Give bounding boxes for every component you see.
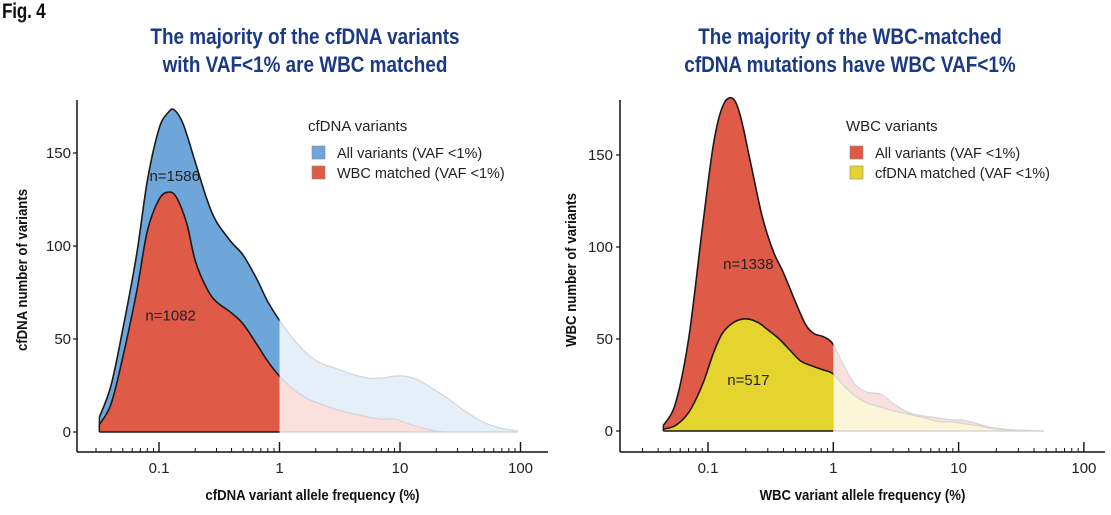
chart-title-line-1: The majority of the WBC-matched bbox=[698, 25, 1002, 50]
x-tick-label: 100 bbox=[508, 460, 533, 477]
legend-label: All variants (VAF <1%) bbox=[875, 146, 1020, 162]
legend-label: WBC matched (VAF <1%) bbox=[337, 166, 505, 182]
series-count-label-1: n=517 bbox=[727, 372, 769, 389]
y-tick-label: 150 bbox=[46, 145, 71, 162]
x-tick-label: 1 bbox=[829, 460, 837, 477]
y-tick-label: 0 bbox=[605, 423, 613, 440]
x-axis-title: cfDNA variant allele frequency (%) bbox=[205, 486, 419, 503]
legend-title: WBC variants bbox=[846, 118, 938, 135]
x-tick-label: 10 bbox=[392, 460, 409, 477]
series-faded-area-1 bbox=[279, 376, 448, 432]
series-area-1 bbox=[663, 318, 834, 431]
legend-swatch bbox=[311, 145, 326, 160]
legend-swatch bbox=[849, 145, 864, 160]
series-outline-1 bbox=[98, 191, 280, 426]
y-tick-label: 150 bbox=[588, 147, 613, 164]
series-faded-area-1 bbox=[833, 373, 1044, 431]
legend-title: cfDNA variants bbox=[308, 118, 407, 135]
series-outline-0 bbox=[662, 96, 834, 426]
x-axis-title: WBC variant allele frequency (%) bbox=[760, 486, 966, 503]
series-faded-outline-0 bbox=[833, 343, 1045, 432]
series-faded-outline-1 bbox=[279, 375, 449, 433]
series-count-label-0: n=1586 bbox=[149, 168, 199, 185]
x-tick-label: 0.1 bbox=[698, 460, 719, 477]
series-outline-0 bbox=[98, 108, 280, 418]
series-count-label-1: n=1082 bbox=[145, 307, 195, 324]
series-outline-1 bbox=[663, 317, 834, 430]
x-tick-label: 10 bbox=[950, 460, 967, 477]
legend-label: All variants (VAF <1%) bbox=[337, 146, 482, 162]
legend-swatch bbox=[849, 165, 864, 180]
panel-cfdna: The majority of the cfDNA variants with V… bbox=[13, 25, 548, 503]
legend-label: cfDNA matched (VAF <1%) bbox=[875, 166, 1050, 182]
x-tick-label: 100 bbox=[1071, 460, 1096, 477]
y-tick-label: 100 bbox=[588, 239, 613, 256]
series-faded-outline-0 bbox=[279, 319, 518, 432]
legend: WBC variants All variants (VAF <1%) cfDNA … bbox=[846, 118, 1050, 182]
x-tick-label: 0.1 bbox=[149, 460, 170, 477]
y-tick-label: 0 bbox=[63, 424, 71, 441]
panel-wbc: The majority of the WBC-matched cfDNA mut… bbox=[562, 25, 1105, 503]
y-axis-title: WBC number of variants bbox=[562, 193, 579, 347]
legend: cfDNA variants All variants (VAF <1%) WBC … bbox=[308, 118, 505, 182]
y-tick-label: 50 bbox=[54, 331, 71, 348]
legend-swatch bbox=[311, 165, 326, 180]
y-tick-label: 100 bbox=[46, 238, 71, 255]
chart-title-line-2: cfDNA mutations have WBC VAF<1% bbox=[684, 53, 1015, 78]
x-tick-label: 1 bbox=[275, 460, 283, 477]
series-area-0 bbox=[663, 97, 834, 431]
chart-title-line-1: The majority of the cfDNA variants bbox=[150, 25, 459, 50]
y-tick-label: 50 bbox=[596, 331, 613, 348]
figure-label: Fig. 4 bbox=[2, 0, 46, 23]
series-area-1 bbox=[99, 192, 280, 432]
y-axis-title: cfDNA number of variants bbox=[13, 189, 30, 351]
chart-title-line-2: with VAF<1% are WBC matched bbox=[162, 53, 448, 78]
series-count-label-0: n=1338 bbox=[723, 256, 773, 273]
